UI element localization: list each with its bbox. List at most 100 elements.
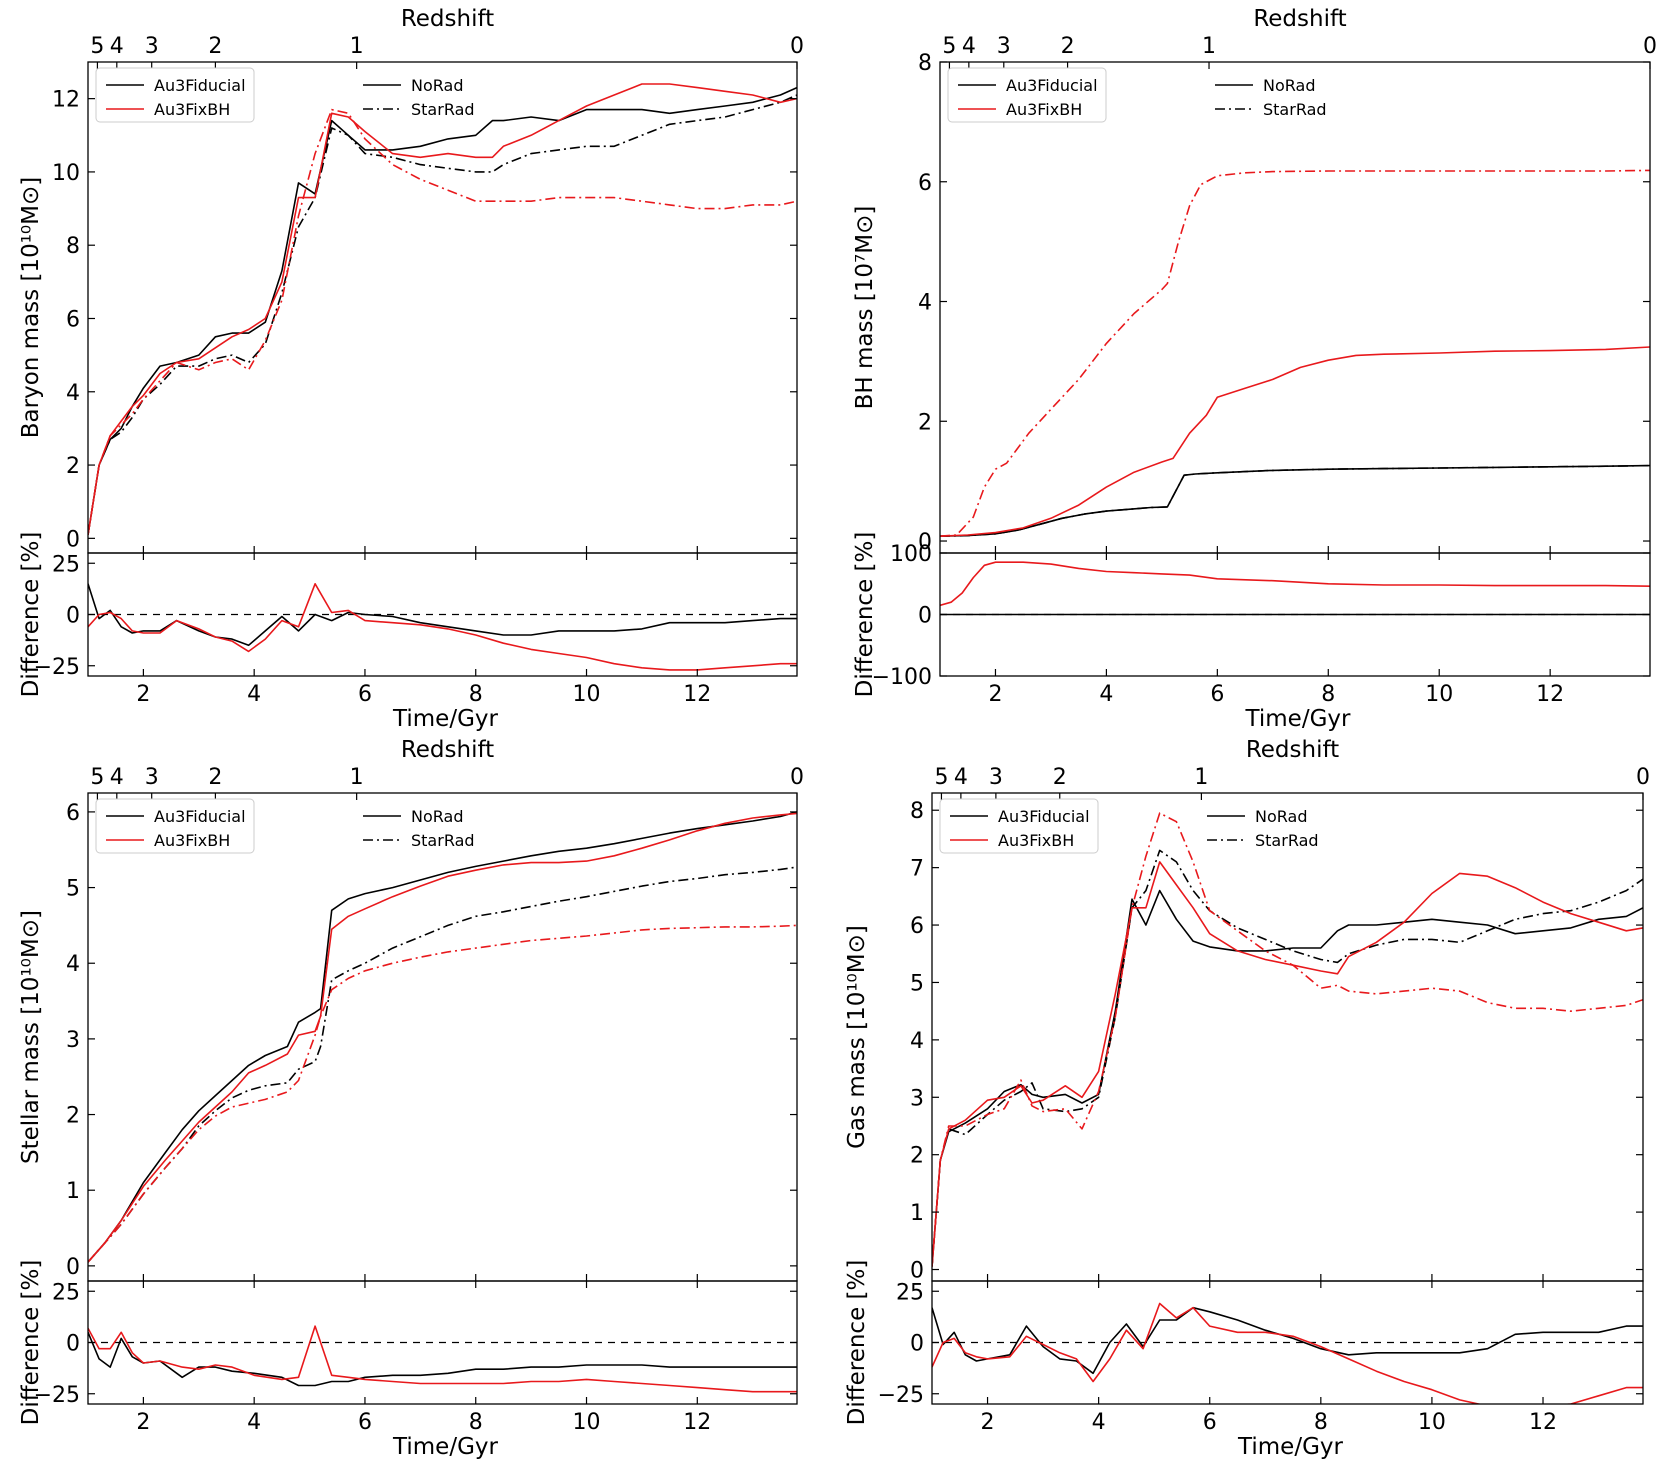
redshift-axis-title: Redshift bbox=[1253, 6, 1346, 32]
diff-line-au3fiducial bbox=[932, 1306, 1643, 1375]
legend-label-fixbh: Au3FixBH bbox=[154, 831, 230, 850]
legend-label-norad: NoRad bbox=[411, 807, 463, 826]
legend-label-fiducial: Au3Fiducial bbox=[1006, 76, 1098, 95]
redshift-tick-label: 4 bbox=[110, 765, 124, 790]
redshift-tick-label: 0 bbox=[1636, 765, 1650, 790]
y-tick-label: 6 bbox=[66, 801, 80, 826]
diff-y-tick-label: −25 bbox=[34, 1383, 80, 1408]
x-tick-label: 2 bbox=[988, 682, 1002, 707]
y-tick-label: 1 bbox=[66, 1179, 80, 1204]
main-axes-frame bbox=[87, 61, 798, 554]
series-line-au3fiducial-starrad bbox=[940, 464, 1650, 537]
legend-label-fixbh: Au3FixBH bbox=[154, 100, 230, 119]
y-tick-label: 1 bbox=[910, 1201, 924, 1226]
y-axis-title: BH mass [10⁷M⊙] bbox=[852, 206, 878, 410]
legend-label-fiducial: Au3Fiducial bbox=[998, 807, 1090, 826]
diff-y-tick-label: 100 bbox=[890, 542, 932, 567]
y-tick-label: 6 bbox=[910, 914, 924, 939]
diff-series-group bbox=[932, 1302, 1643, 1404]
panel-stellar: 2 4 6 8 10 125 4 3 2 1 0Redshift0123456−25025Stell… bbox=[18, 737, 804, 1460]
x-tick-label: 10 bbox=[1418, 1410, 1446, 1435]
series-line-au3fiducial-norad bbox=[940, 464, 1650, 537]
y-tick-label: 2 bbox=[910, 1144, 924, 1169]
redshift-tick-label: 5 bbox=[90, 34, 104, 59]
diff-series-group bbox=[88, 582, 797, 671]
x-axis-title: Time/Gyr bbox=[392, 1434, 498, 1460]
redshift-tick-label: 3 bbox=[989, 765, 1003, 790]
x-axis-title: Time/Gyr bbox=[392, 706, 498, 732]
legend-label-starrad: StarRad bbox=[411, 100, 475, 119]
x-tick-label: 2 bbox=[136, 1410, 150, 1435]
x-tick-label: 8 bbox=[469, 1410, 483, 1435]
redshift-tick-label: 0 bbox=[790, 34, 804, 59]
legend-label-norad: NoRad bbox=[1255, 807, 1307, 826]
diff-axis-title: Difference [%] bbox=[844, 1260, 870, 1426]
redshift-tick-label: 2 bbox=[208, 765, 222, 790]
x-tick-label: 12 bbox=[683, 1410, 711, 1435]
x-tick-label: 6 bbox=[358, 682, 372, 707]
series-line-au3fixbh-starrad bbox=[940, 169, 1650, 537]
legend-label-norad: NoRad bbox=[1263, 76, 1315, 95]
y-tick-label: 4 bbox=[918, 291, 932, 316]
legend-label-fiducial: Au3Fiducial bbox=[154, 76, 246, 95]
diff-y-tick-label: −100 bbox=[872, 665, 932, 690]
diff-line-au3fixbh bbox=[940, 561, 1650, 607]
main-axes-frame bbox=[931, 792, 1644, 1282]
x-tick-label: 8 bbox=[469, 682, 483, 707]
diff-y-tick-label: 0 bbox=[918, 604, 932, 629]
y-axis-title: Gas mass [10¹⁰M⊙] bbox=[844, 925, 870, 1149]
main-axes-frame bbox=[87, 792, 798, 1282]
main-series-group bbox=[88, 811, 797, 1263]
diff-series-group bbox=[88, 1325, 797, 1393]
series-line-au3fixbh-norad bbox=[88, 812, 797, 1263]
x-tick-label: 12 bbox=[1529, 1410, 1557, 1435]
redshift-tick-label: 2 bbox=[1053, 765, 1067, 790]
y-tick-label: 0 bbox=[66, 1255, 80, 1280]
legend-label-norad: NoRad bbox=[411, 76, 463, 95]
redshift-tick-label: 1 bbox=[350, 765, 364, 790]
panel-baryon: 2 4 6 8 10 125 4 3 2 1 0Redshift024681012−25025Bar… bbox=[18, 6, 804, 732]
y-tick-label: 6 bbox=[66, 307, 80, 332]
y-tick-label: 6 bbox=[918, 171, 932, 196]
series-line-au3fiducial-norad bbox=[932, 889, 1643, 1267]
x-tick-label: 10 bbox=[1425, 682, 1453, 707]
main-series-group bbox=[88, 83, 797, 535]
y-tick-label: 8 bbox=[66, 234, 80, 259]
y-tick-label: 2 bbox=[66, 454, 80, 479]
redshift-tick-label: 1 bbox=[1202, 34, 1216, 59]
diff-axis-title: Difference [%] bbox=[852, 532, 878, 698]
redshift-axis-title: Redshift bbox=[401, 737, 494, 763]
x-tick-label: 8 bbox=[1314, 1410, 1328, 1435]
panel-gas: 2 4 6 8 10 125 4 3 2 1 0Redshift012345678−25025Gas… bbox=[844, 737, 1650, 1460]
diff-line-au3fixbh bbox=[88, 582, 797, 671]
series-line-au3fixbh-starrad bbox=[932, 812, 1643, 1267]
series-line-au3fiducial-starrad bbox=[932, 849, 1643, 1267]
y-tick-label: 0 bbox=[66, 527, 80, 552]
x-tick-label: 6 bbox=[358, 1410, 372, 1435]
redshift-tick-label: 2 bbox=[1061, 34, 1075, 59]
legend-label-starrad: StarRad bbox=[1255, 831, 1319, 850]
series-line-au3fiducial-starrad bbox=[88, 866, 797, 1263]
redshift-tick-label: 3 bbox=[997, 34, 1011, 59]
series-line-au3fixbh-starrad bbox=[88, 924, 797, 1263]
diff-line-au3fiducial bbox=[88, 1331, 797, 1387]
x-tick-label: 12 bbox=[1536, 682, 1564, 707]
y-tick-label: 8 bbox=[910, 799, 924, 824]
y-tick-label: 0 bbox=[910, 1259, 924, 1284]
redshift-tick-label: 3 bbox=[145, 765, 159, 790]
x-axis-title: Time/Gyr bbox=[1245, 706, 1351, 732]
legend-label-fixbh: Au3FixBH bbox=[1006, 100, 1082, 119]
x-tick-label: 2 bbox=[136, 682, 150, 707]
redshift-tick-label: 5 bbox=[90, 765, 104, 790]
legend-label-fixbh: Au3FixBH bbox=[998, 831, 1074, 850]
diff-y-tick-label: −25 bbox=[878, 1383, 924, 1408]
series-line-au3fixbh-starrad bbox=[88, 108, 797, 535]
y-tick-label: 7 bbox=[910, 857, 924, 882]
diff-axis-title: Difference [%] bbox=[18, 532, 44, 698]
series-line-au3fiducial-norad bbox=[88, 811, 797, 1263]
redshift-tick-label: 3 bbox=[145, 34, 159, 59]
redshift-tick-label: 2 bbox=[208, 34, 222, 59]
y-tick-label: 2 bbox=[918, 410, 932, 435]
redshift-tick-label: 5 bbox=[934, 765, 948, 790]
y-tick-label: 0 bbox=[918, 530, 932, 555]
